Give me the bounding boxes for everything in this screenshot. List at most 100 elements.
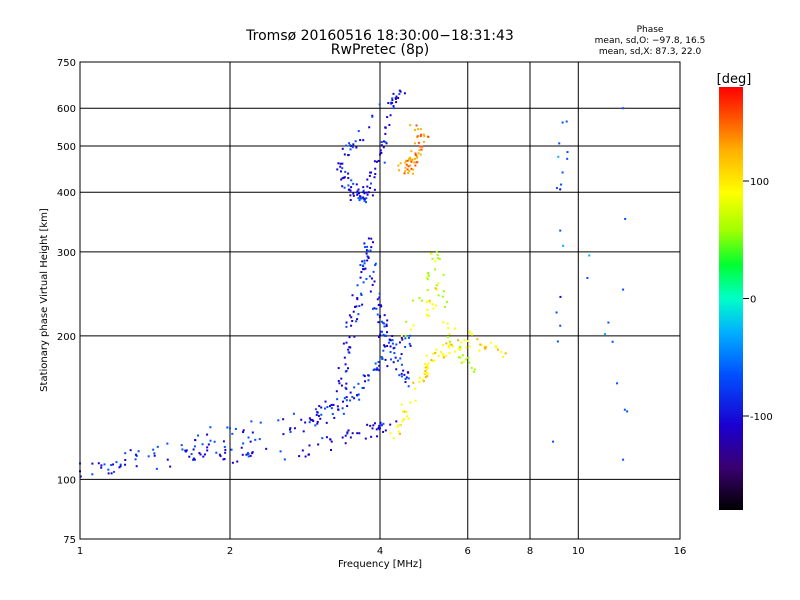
data-point	[382, 349, 385, 352]
data-point	[436, 254, 439, 257]
data-point	[346, 431, 349, 434]
data-point	[381, 330, 384, 333]
data-point	[379, 424, 382, 427]
data-point	[434, 304, 437, 307]
data-point	[399, 162, 402, 165]
data-point	[437, 282, 440, 285]
data-point	[437, 354, 440, 357]
data-point	[386, 319, 389, 322]
data-point	[347, 177, 350, 180]
data-point	[113, 470, 116, 473]
data-point	[304, 455, 307, 458]
data-point	[377, 321, 380, 324]
data-point	[404, 170, 407, 173]
data-point	[362, 191, 365, 194]
data-point	[153, 452, 156, 455]
data-point	[391, 97, 394, 100]
colorbar-tick-label: 100	[750, 177, 769, 188]
data-point	[369, 290, 372, 293]
data-point	[119, 465, 122, 468]
data-point	[344, 170, 347, 173]
data-point	[373, 307, 376, 310]
data-point	[218, 453, 221, 456]
data-point	[362, 264, 365, 267]
data-point	[406, 371, 409, 374]
data-point	[386, 345, 389, 348]
data-point	[414, 142, 417, 145]
data-point	[427, 271, 430, 274]
data-point	[421, 145, 424, 148]
data-point	[353, 305, 356, 308]
data-point	[362, 189, 365, 192]
data-point	[341, 147, 344, 150]
data-point	[442, 344, 445, 347]
data-point	[316, 411, 319, 414]
data-point	[360, 292, 363, 295]
data-point	[384, 358, 387, 361]
data-point	[376, 313, 379, 316]
data-point	[560, 183, 563, 186]
data-point	[420, 148, 423, 151]
data-point	[356, 284, 359, 287]
data-point	[242, 442, 245, 445]
data-point	[340, 384, 343, 387]
data-point	[343, 397, 346, 400]
data-point	[441, 352, 444, 355]
data-point	[426, 368, 429, 371]
data-point	[369, 182, 372, 185]
data-point	[501, 355, 504, 358]
data-point	[384, 141, 387, 144]
data-point	[368, 126, 371, 129]
data-point	[353, 335, 356, 338]
data-point	[352, 192, 355, 195]
data-point	[395, 95, 398, 98]
data-point	[369, 186, 372, 189]
data-point	[385, 325, 388, 328]
data-point	[359, 195, 362, 198]
data-point	[389, 339, 392, 342]
data-point	[386, 365, 389, 368]
data-point	[484, 345, 487, 348]
data-point	[374, 167, 377, 170]
x-tick-label: 16	[674, 546, 687, 557]
data-point	[432, 307, 435, 310]
data-point	[384, 334, 387, 337]
data-point	[364, 267, 367, 270]
data-point	[449, 342, 452, 345]
data-point	[459, 356, 462, 359]
data-point	[559, 229, 562, 232]
y-tick-label: 75	[63, 535, 76, 546]
data-point	[392, 361, 395, 364]
data-point	[473, 368, 476, 371]
data-point	[282, 433, 285, 436]
data-point	[428, 301, 431, 304]
data-point	[349, 436, 352, 439]
data-point	[166, 458, 169, 461]
data-point	[378, 316, 381, 319]
data-point	[377, 361, 380, 364]
data-point	[378, 292, 381, 295]
data-point	[245, 453, 248, 456]
data-point	[407, 385, 410, 388]
data-point	[344, 434, 347, 437]
data-point	[415, 155, 418, 158]
data-point	[345, 144, 348, 147]
data-point	[418, 149, 421, 152]
data-point	[319, 417, 322, 420]
data-point	[361, 387, 364, 390]
data-point	[79, 475, 82, 478]
data-point	[112, 463, 115, 466]
data-point	[124, 463, 127, 466]
data-point	[282, 418, 285, 421]
data-point	[338, 382, 341, 385]
data-point	[379, 153, 381, 156]
data-point	[347, 351, 350, 354]
data-point	[478, 349, 481, 352]
data-point	[410, 150, 413, 153]
data-point	[352, 194, 355, 197]
data-point	[398, 341, 401, 344]
data-point	[194, 439, 197, 442]
data-point	[377, 427, 380, 430]
data-point	[367, 237, 370, 240]
data-point	[403, 373, 406, 376]
